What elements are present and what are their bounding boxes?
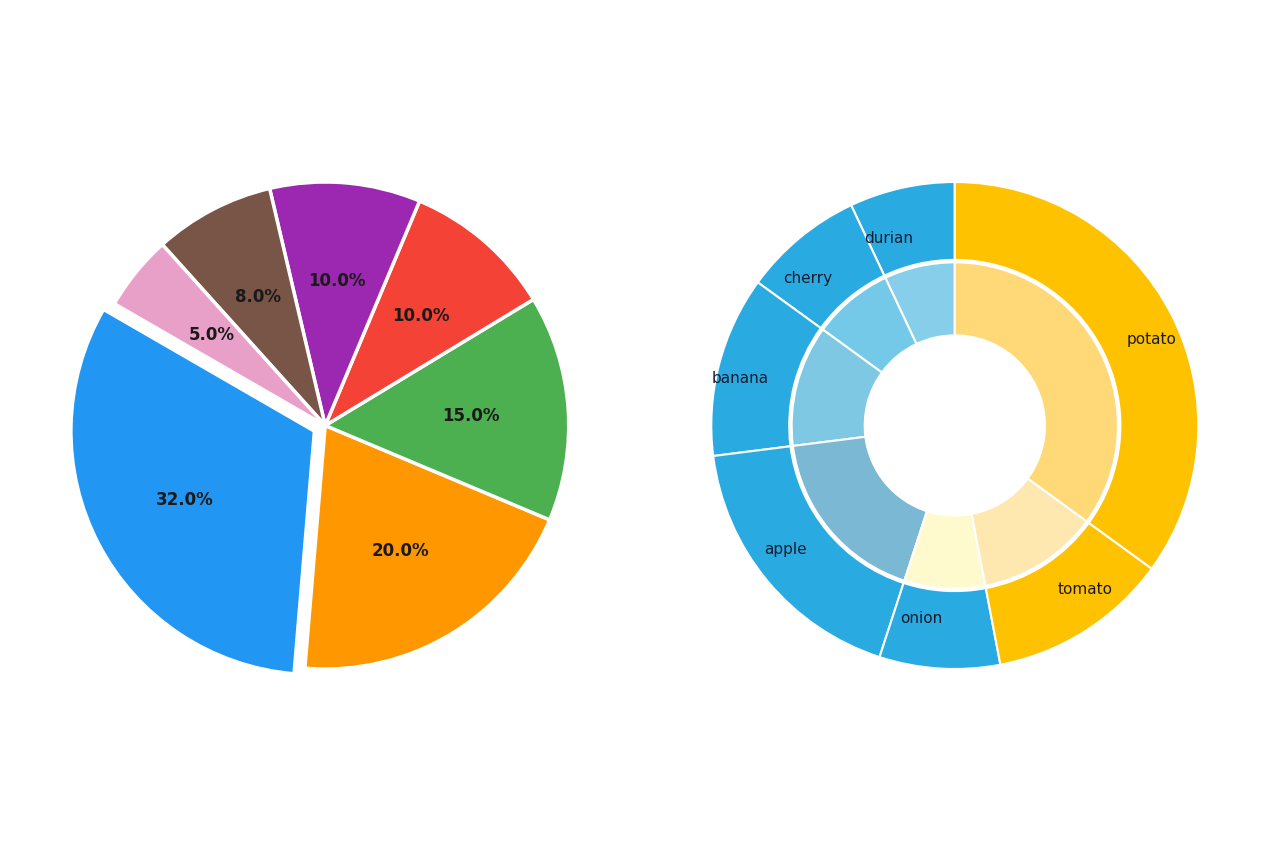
Text: 20.0%: 20.0%: [372, 542, 430, 560]
Text: onion: onion: [900, 610, 942, 625]
Wedge shape: [886, 263, 955, 344]
Text: 15.0%: 15.0%: [442, 406, 499, 424]
Text: apple: apple: [764, 541, 806, 556]
Wedge shape: [791, 331, 882, 446]
Wedge shape: [879, 584, 1001, 669]
Wedge shape: [270, 183, 420, 426]
Wedge shape: [325, 300, 568, 521]
Text: potato: potato: [1126, 331, 1176, 346]
Wedge shape: [792, 437, 927, 581]
Wedge shape: [305, 426, 549, 669]
Text: durian: durian: [864, 231, 913, 246]
Wedge shape: [851, 183, 955, 276]
Wedge shape: [955, 263, 1117, 521]
Text: banana: banana: [712, 371, 768, 386]
Wedge shape: [114, 245, 325, 426]
Wedge shape: [712, 283, 820, 457]
Wedge shape: [713, 446, 904, 657]
Text: 32.0%: 32.0%: [156, 490, 214, 509]
Wedge shape: [972, 479, 1087, 586]
Text: 8.0%: 8.0%: [234, 288, 280, 306]
Text: cherry: cherry: [783, 270, 832, 285]
Wedge shape: [986, 523, 1152, 665]
Wedge shape: [325, 202, 534, 426]
Wedge shape: [163, 189, 325, 426]
Wedge shape: [758, 206, 884, 329]
Text: 10.0%: 10.0%: [392, 307, 449, 325]
Wedge shape: [70, 310, 315, 674]
Wedge shape: [955, 183, 1198, 569]
Text: 5.0%: 5.0%: [188, 325, 234, 343]
Wedge shape: [823, 279, 916, 373]
Text: tomato: tomato: [1059, 581, 1112, 596]
Wedge shape: [905, 511, 986, 589]
Text: 10.0%: 10.0%: [308, 272, 366, 290]
